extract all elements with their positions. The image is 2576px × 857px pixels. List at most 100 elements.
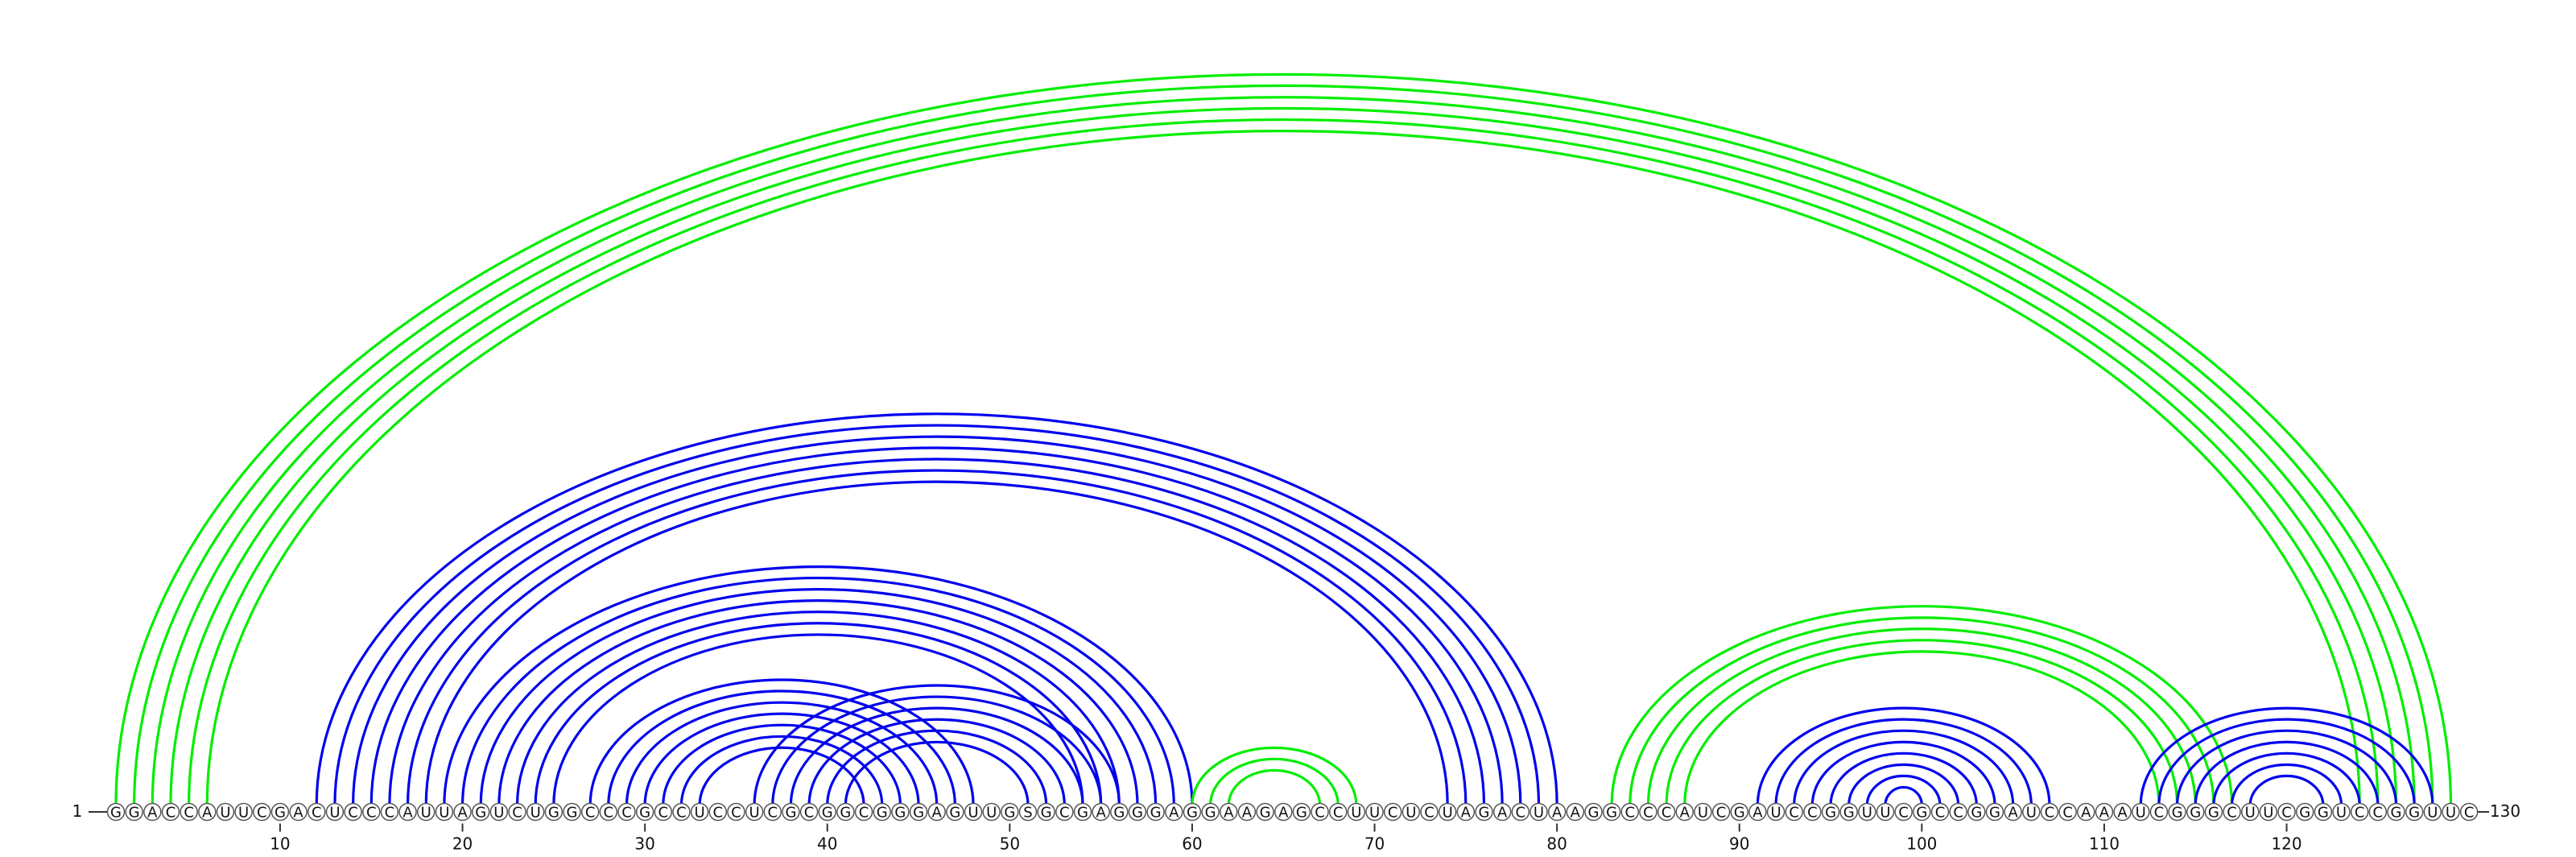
nucleotide-100: G xyxy=(1913,802,1931,822)
base-pair-arc-19-60 xyxy=(443,565,1194,805)
base-pair-arc-14-78 xyxy=(351,435,1522,805)
nucleotide-letter: C xyxy=(1898,805,1909,822)
nucleotide-76: G xyxy=(1475,802,1493,822)
nucleotide-letter: G xyxy=(1296,805,1307,822)
base-pair-arc-41-51 xyxy=(844,740,1030,805)
nucleotide-letter: C xyxy=(385,805,395,822)
nucleotide-circle xyxy=(1894,802,1913,822)
nucleotide-120: C xyxy=(2277,802,2296,822)
base-pair-arcs xyxy=(114,72,2453,805)
nucleotide-73: C xyxy=(1420,802,1439,822)
position-axis: 10 20 30 40 50 60 70 80 90 100 110 120 xyxy=(270,823,2302,854)
nucleotide-42: C xyxy=(854,802,873,822)
nucleotide-letter: C xyxy=(585,805,596,822)
nucleotide-circle xyxy=(1037,802,1055,822)
nucleotide-6: A xyxy=(198,802,217,822)
base-pair-arc-117-123 xyxy=(2230,763,2343,805)
nucleotide-48: U xyxy=(964,802,983,822)
nucleotide-letter: C xyxy=(312,805,322,822)
base-pair-arc-15-77 xyxy=(369,446,1504,805)
nucleotide-circle xyxy=(782,802,800,822)
nucleotide-circle xyxy=(143,802,162,822)
nucleotide-circle xyxy=(1748,802,1767,822)
nucleotide-21: G xyxy=(471,802,490,822)
nucleotide-letter: C xyxy=(184,805,194,822)
nucleotide-circle xyxy=(2077,802,2095,822)
nucleotide-87: A xyxy=(1675,802,1695,822)
nucleotide-1: G xyxy=(106,802,126,822)
nucleotide-circle xyxy=(180,802,198,822)
nucleotide-circle xyxy=(599,802,618,822)
nucleotide-letter: G xyxy=(548,805,559,822)
nucleotide-letter: U xyxy=(1698,805,1708,822)
nucleotide-circle xyxy=(580,802,600,822)
nucleotide-circle xyxy=(1530,802,1548,822)
nucleotide-84: C xyxy=(1620,802,1640,822)
nucleotide-18: U xyxy=(416,802,436,822)
base-pair-arc-4-126 xyxy=(169,106,2398,805)
nucleotide-88: U xyxy=(1694,802,1712,822)
nucleotide-letter: A xyxy=(2008,805,2018,822)
nucleotide-circle xyxy=(2186,802,2205,822)
nucleotide-38: G xyxy=(782,802,800,822)
nucleotide-127: G xyxy=(2405,802,2424,822)
base-pair-arc-95-103 xyxy=(1829,751,1978,805)
tick-label-120: 120 xyxy=(2271,834,2301,854)
nucleotide-circle xyxy=(453,802,472,822)
nucleotide-letter: A xyxy=(457,805,468,822)
tick-label-60: 60 xyxy=(1182,834,1202,854)
base-pair-arc-27-48 xyxy=(588,678,975,805)
base-pair-arc-112-128 xyxy=(2139,706,2434,805)
nucleotide-circle xyxy=(2040,802,2059,822)
nucleotide-circle xyxy=(1274,802,1293,822)
nucleotide-circle xyxy=(416,802,436,822)
nucleotide-circle xyxy=(1639,802,1657,822)
nucleotide-letter: C xyxy=(1516,805,1526,822)
nucleotide-circle xyxy=(234,802,253,822)
nucleotide-circle xyxy=(398,802,417,822)
nucleotide-letter: U xyxy=(439,805,449,822)
nucleotide-67: C xyxy=(1311,802,1329,822)
nucleotide-circle xyxy=(1730,802,1748,822)
nucleotide-letter: G xyxy=(1587,805,1599,822)
nucleotide-letter: U xyxy=(1770,805,1781,822)
nucleotide-letter: C xyxy=(1388,805,1398,822)
nucleotide-letter: G xyxy=(1205,805,1216,822)
nucleotide-letter: G xyxy=(639,805,650,822)
base-pair-arc-92-106 xyxy=(1774,718,2033,805)
nucleotide-circle xyxy=(289,802,308,822)
nucleotide-letter: C xyxy=(2154,805,2165,822)
nucleotide-circle xyxy=(690,802,709,822)
nucleotide-123: U xyxy=(2332,802,2351,822)
tick-label-70: 70 xyxy=(1364,834,1385,854)
nucleotide-circle xyxy=(1876,802,1895,822)
nucleotide-letter: C xyxy=(1333,805,1344,822)
nucleotide-letter: S xyxy=(1023,805,1032,822)
nucleotide-circle xyxy=(435,802,454,822)
nucleotide-circle xyxy=(1237,802,1257,822)
nucleotide-letter: G xyxy=(1132,805,1143,822)
nucleotide-circle xyxy=(2332,802,2351,822)
base-pair-arc-116-124 xyxy=(2212,751,2361,805)
base-pair-arc-33-42 xyxy=(698,746,865,805)
nucleotide-89: C xyxy=(1711,802,1731,822)
nucleotide-40: G xyxy=(818,802,836,822)
base-pair-arc-20-59 xyxy=(460,576,1175,805)
nucleotide-31: C xyxy=(654,802,673,822)
nucleotide-63: A xyxy=(1237,802,1257,822)
nucleotide-37: C xyxy=(763,802,782,822)
nucleotide-121: G xyxy=(2295,802,2314,822)
nucleotide-circle xyxy=(1766,802,1785,822)
base-pair-arc-29-46 xyxy=(625,701,939,805)
nucleotide-letter: A xyxy=(1278,805,1289,822)
nucleotide-circle xyxy=(836,802,855,822)
nucleotide-circle xyxy=(2168,802,2186,822)
nucleotide-124: C xyxy=(2350,802,2369,822)
base-pair-arc-18-74 xyxy=(424,480,1449,805)
nucleotide-circle xyxy=(1803,802,1822,822)
nucleotide-65: A xyxy=(1274,802,1293,822)
nucleotide-letter: G xyxy=(2409,805,2420,822)
nucleotide-69: U xyxy=(1347,802,1366,822)
nucleotide-99: C xyxy=(1894,802,1913,822)
nucleotide-letter: U xyxy=(2336,805,2347,822)
